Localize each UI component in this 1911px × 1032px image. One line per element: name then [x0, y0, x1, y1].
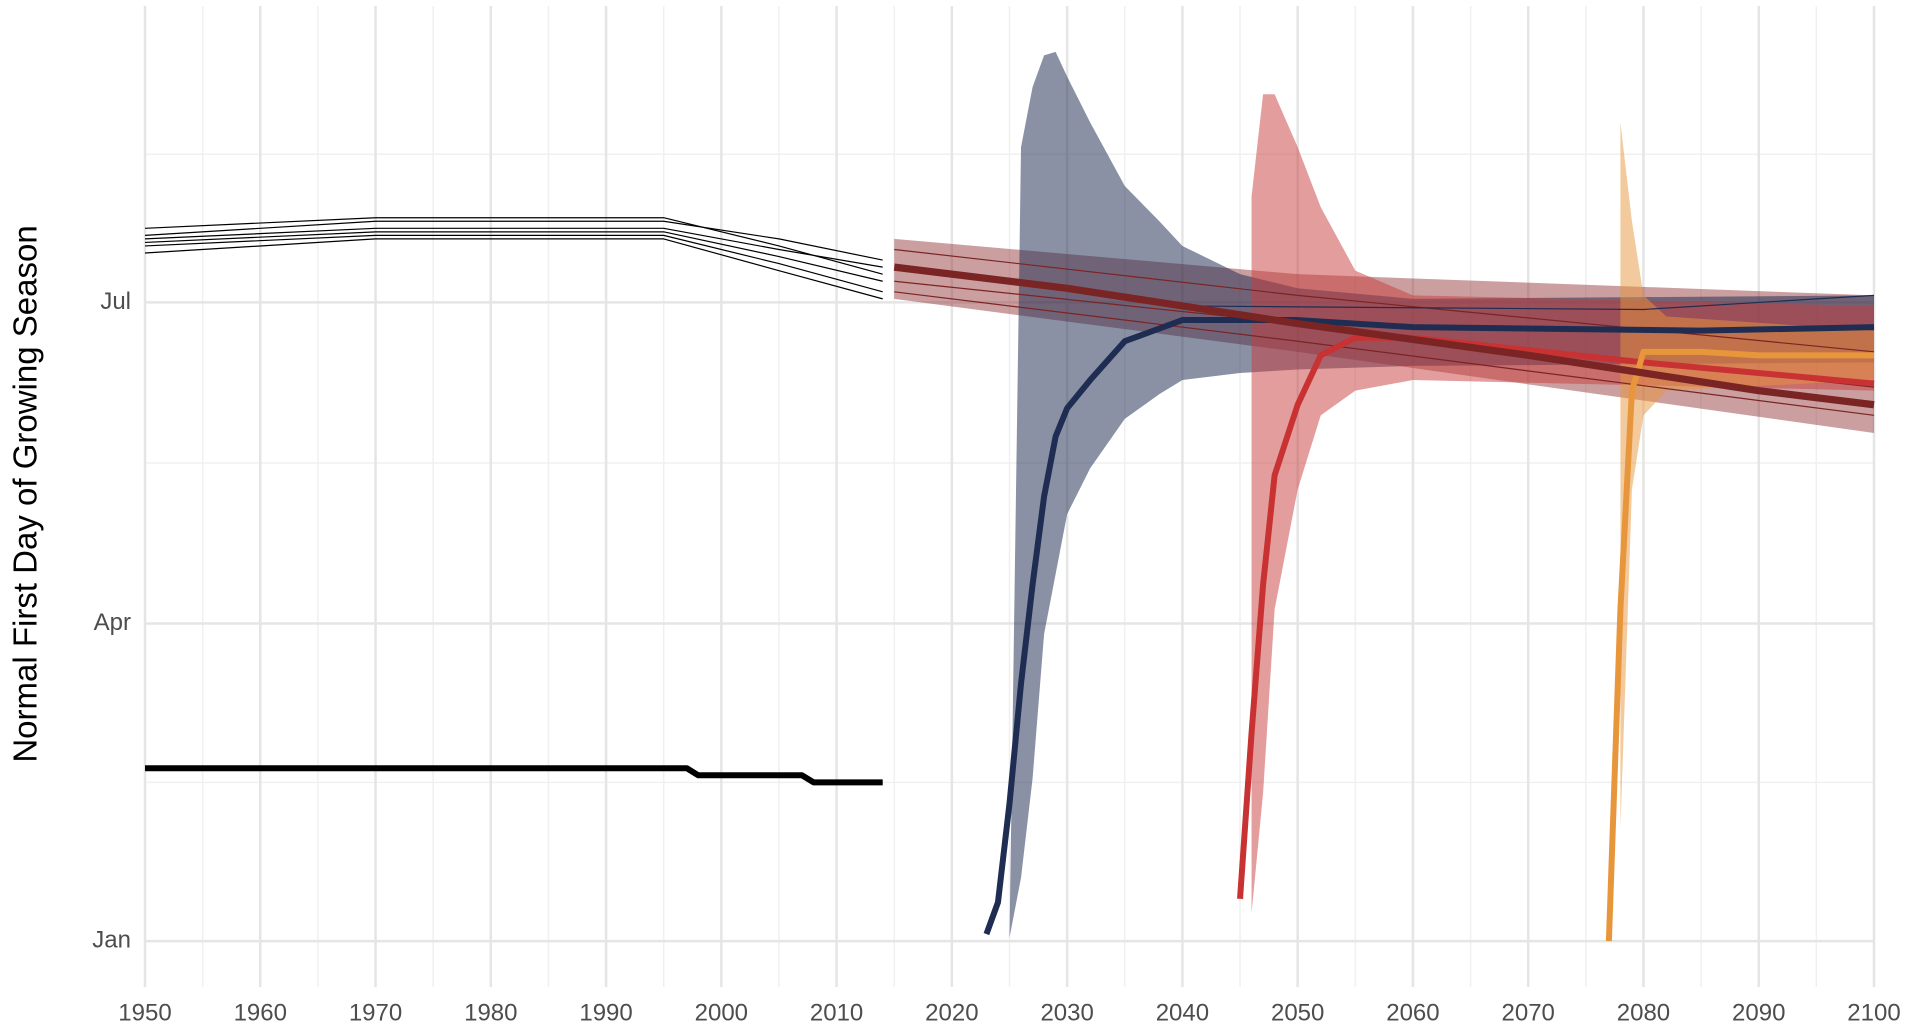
x-tick-label: 2060	[1386, 999, 1439, 1026]
x-tick-label: 2100	[1847, 999, 1900, 1026]
series-line	[1182, 294, 1875, 311]
x-tick-label: 2070	[1502, 999, 1555, 1026]
uncertainty-band	[1251, 94, 1874, 913]
series-line	[144, 220, 883, 261]
uncertainty-band	[1009, 51, 1874, 938]
x-tick-label: 2000	[695, 999, 748, 1026]
uncertainty-band	[1620, 122, 1874, 829]
y-tick-label: Jan	[92, 926, 131, 953]
x-tick-label: 2050	[1271, 999, 1324, 1026]
y-axis-title: Normal First Day of Growing Season	[7, 225, 44, 762]
x-tick-label: 1980	[464, 999, 517, 1026]
series-line	[893, 263, 1875, 409]
x-tick-label: 2030	[1040, 999, 1093, 1026]
x-tick-label: 2080	[1617, 999, 1670, 1026]
x-tick-label: 2040	[1156, 999, 1209, 1026]
x-tick-label: 2020	[925, 999, 978, 1026]
series-line	[144, 231, 883, 282]
y-tick-label: Jul	[100, 288, 131, 315]
series-line	[1605, 348, 1874, 942]
x-tick-label: 1990	[579, 999, 632, 1026]
x-tick-label: 2010	[810, 999, 863, 1026]
x-tick-label: 1960	[234, 999, 287, 1026]
x-tick-label: 1950	[118, 999, 171, 1026]
series-line	[983, 317, 1875, 936]
series-line	[894, 291, 1875, 416]
series-line	[144, 234, 883, 293]
series-line	[144, 227, 883, 268]
series-line	[144, 238, 883, 300]
y-tick-label: Apr	[94, 609, 131, 636]
x-tick-label: 2090	[1732, 999, 1785, 1026]
series-line	[145, 765, 883, 786]
x-tick-label: 1970	[349, 999, 402, 1026]
series-line	[1237, 334, 1875, 899]
